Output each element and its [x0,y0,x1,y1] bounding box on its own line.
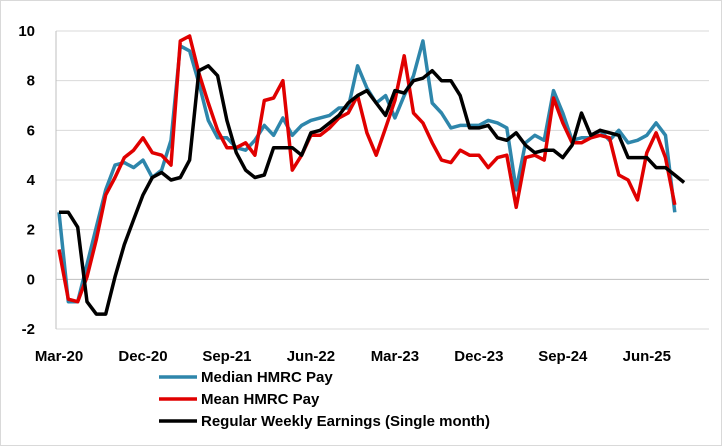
series-line-2 [57,34,677,304]
x-axis-tick-labels: Mar-20 Dec-20 Sep-21 Jun-22 Mar-23 Dec-23 Sep-… [35,348,671,365]
x-tick-label: Dec-20 [118,348,167,365]
x-tick-label: Sep-24 [538,348,588,365]
x-tick-label: Sep-21 [202,348,251,365]
y-tick-label: 4 [27,172,36,189]
y-tick-label: -2 [22,321,35,338]
legend-label-1: Median HMRC Pay [201,369,333,386]
legend: Median HMRC Pay Mean HMRC Pay Regular Week… [159,369,490,430]
legend-label-2: Mean HMRC Pay [201,391,320,408]
y-axis-tick-labels: 10 8 6 4 2 0 -2 [18,23,35,338]
y-tick-label: 10 [18,23,35,40]
x-tick-label: Mar-20 [35,348,83,365]
x-tick-label: Mar-23 [371,348,419,365]
series-line-1 [57,39,677,304]
series-line-3 [59,64,686,316]
y-tick-label: 8 [27,73,35,90]
gridlines [56,30,709,330]
axes [55,31,709,329]
legend-label-3: Regular Weekly Earnings (Single month) [201,413,490,430]
y-tick-label: 2 [27,222,35,239]
x-tick-label: Jun-25 [623,348,671,365]
x-tick-label: Jun-22 [287,348,335,365]
series-lines [57,34,686,316]
y-tick-label: 0 [27,271,35,288]
y-tick-label: 6 [27,122,35,139]
x-tick-label: Dec-23 [454,348,503,365]
